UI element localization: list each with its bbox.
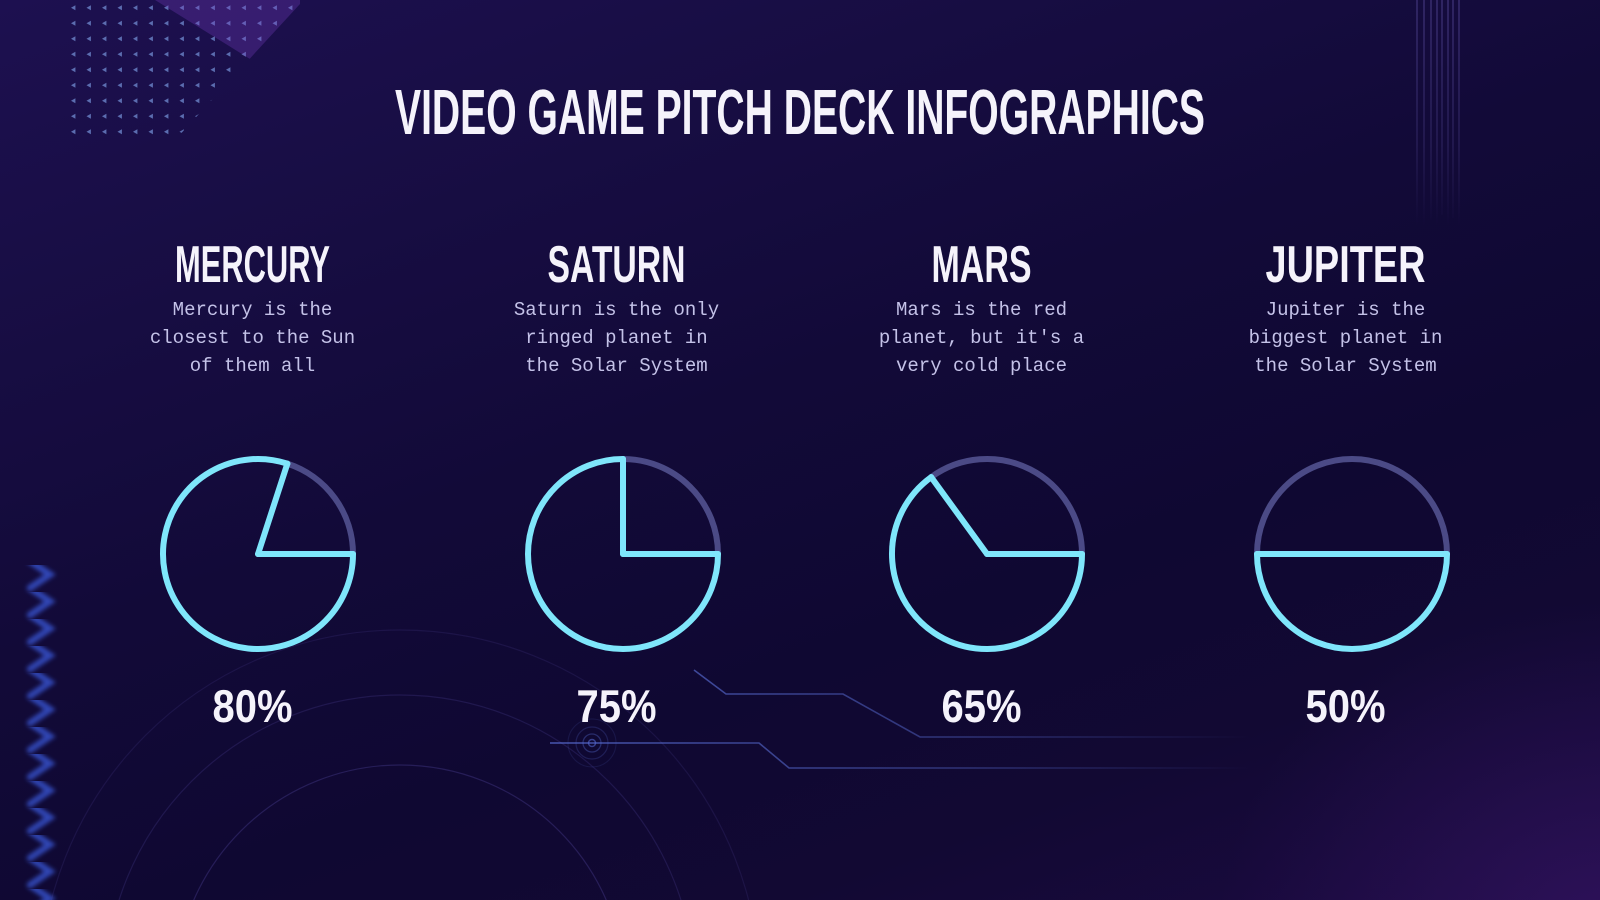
svg-text:50%: 50% (1306, 680, 1386, 732)
svg-text:VIDEO GAME PITCH DECK INFOGRAP: VIDEO GAME PITCH DECK INFOGRAPHICS (395, 76, 1205, 148)
svg-text:65%: 65% (942, 680, 1022, 732)
svg-text:75%: 75% (577, 680, 657, 732)
svg-text:MERCURY: MERCURY (175, 244, 330, 292)
svg-text:JUPITER: JUPITER (1266, 244, 1426, 292)
svg-text:SATURN: SATURN (548, 244, 686, 292)
svg-text:80%: 80% (213, 680, 293, 732)
svg-text:MARS: MARS (932, 244, 1032, 292)
